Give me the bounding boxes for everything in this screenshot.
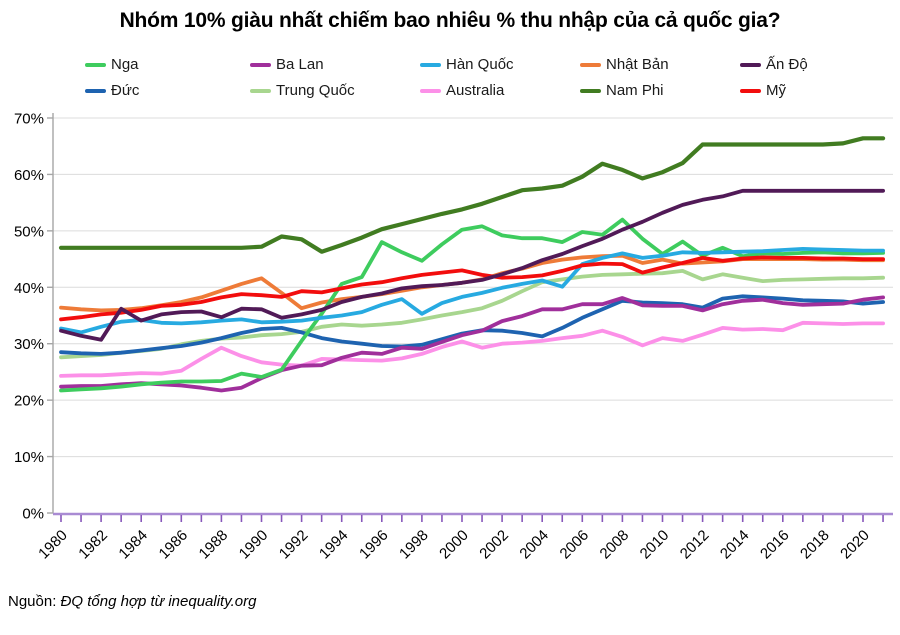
legend-label-trung-quoc: Trung Quốc bbox=[276, 82, 355, 99]
x-tick-label: 2020 bbox=[837, 527, 873, 563]
legend-swatch-ba-lan bbox=[250, 62, 271, 67]
legend-swatch-nam-phi bbox=[580, 88, 601, 93]
series-line-ba-lan bbox=[59, 295, 885, 393]
legend-label-ba-lan: Ba Lan bbox=[276, 56, 324, 73]
series-line-australia bbox=[59, 320, 885, 378]
legend-swatch-nga bbox=[85, 62, 106, 67]
x-tick-label: 1980 bbox=[35, 527, 71, 563]
legend-item-ba-lan: Ba Lan bbox=[250, 56, 420, 73]
legend-item-my: Mỹ bbox=[740, 82, 900, 99]
x-tick-label: 2016 bbox=[757, 527, 793, 563]
legend-label-australia: Australia bbox=[446, 82, 505, 99]
y-tick-label: 70% bbox=[14, 110, 44, 127]
x-tick-label: 1992 bbox=[276, 527, 312, 563]
y-tick-label: 30% bbox=[14, 336, 44, 353]
x-tick-label: 2014 bbox=[717, 527, 753, 563]
series-line-han-quoc bbox=[59, 246, 885, 335]
series-line-my bbox=[59, 255, 885, 322]
x-tick-label: 1982 bbox=[75, 527, 111, 563]
legend-swatch-my bbox=[740, 88, 761, 93]
x-tick-label: 2002 bbox=[476, 527, 512, 563]
legend-item-australia: Australia bbox=[420, 82, 580, 99]
x-tick-label: 1988 bbox=[196, 527, 232, 563]
legend-swatch-trung-quoc bbox=[250, 88, 271, 93]
legend-item-han-quoc: Hàn Quốc bbox=[420, 56, 580, 73]
y-tick-label: 20% bbox=[14, 393, 44, 410]
x-tick-label: 1984 bbox=[115, 527, 151, 563]
y-tick-label: 10% bbox=[14, 449, 44, 466]
source-prefix: Nguồn: bbox=[8, 593, 61, 610]
legend-label-duc: Đức bbox=[111, 82, 140, 99]
legend: Nga Ba Lan Hàn Quốc Nhật Bản Ấn Độ Đức Trung Q… bbox=[85, 56, 900, 99]
legend-label-nhat-ban: Nhật Bản bbox=[606, 56, 669, 73]
legend-swatch-an-do bbox=[740, 62, 761, 67]
legend-item-trung-quoc: Trung Quốc bbox=[250, 82, 420, 99]
x-tick-label: 2010 bbox=[637, 527, 673, 563]
y-tick-label: 50% bbox=[14, 223, 44, 240]
source-text: ĐQ tổng hợp từ inequality.org bbox=[60, 593, 257, 610]
x-tick-label: 1994 bbox=[316, 527, 352, 563]
x-tick-label: 1996 bbox=[356, 527, 392, 563]
legend-swatch-han-quoc bbox=[420, 62, 441, 67]
legend-swatch-australia bbox=[420, 88, 441, 93]
x-tick-label: 2000 bbox=[436, 527, 472, 563]
source-note: Nguồn: ĐQ tổng hợp từ inequality.org bbox=[8, 593, 256, 610]
legend-swatch-duc bbox=[85, 88, 106, 93]
legend-item-nam-phi: Nam Phi bbox=[580, 82, 740, 99]
y-tick-label: 60% bbox=[14, 167, 44, 184]
y-tick-label: 40% bbox=[14, 280, 44, 297]
series-line-nam-phi bbox=[58, 136, 886, 254]
legend-item-an-do: Ấn Độ bbox=[740, 56, 900, 73]
legend-label-nam-phi: Nam Phi bbox=[606, 82, 664, 99]
legend-label-nga: Nga bbox=[111, 56, 139, 73]
x-tick-label: 1998 bbox=[396, 527, 432, 563]
series-line-an-do bbox=[59, 188, 885, 342]
series-line-nga bbox=[59, 217, 885, 393]
x-tick-label: 1986 bbox=[156, 527, 192, 563]
legend-swatch-nhat-ban bbox=[580, 62, 601, 67]
x-tick-label: 2004 bbox=[516, 527, 552, 563]
legend-label-han-quoc: Hàn Quốc bbox=[446, 56, 514, 73]
x-tick-label: 2006 bbox=[557, 527, 593, 563]
x-tick-label: 1990 bbox=[236, 527, 272, 563]
legend-label-an-do: Ấn Độ bbox=[766, 56, 808, 73]
legend-item-duc: Đức bbox=[85, 82, 250, 99]
chart-title: Nhóm 10% giàu nhất chiếm bao nhiêu % thu… bbox=[119, 9, 781, 32]
x-tick-label: 2018 bbox=[797, 527, 833, 563]
legend-item-nhat-ban: Nhật Bản bbox=[580, 56, 740, 73]
legend-item-nga: Nga bbox=[85, 56, 250, 73]
legend-label-my: Mỹ bbox=[766, 82, 786, 99]
x-tick-label: 2012 bbox=[677, 527, 713, 563]
y-tick-label: 0% bbox=[22, 506, 44, 523]
x-tick-label: 2008 bbox=[597, 527, 633, 563]
